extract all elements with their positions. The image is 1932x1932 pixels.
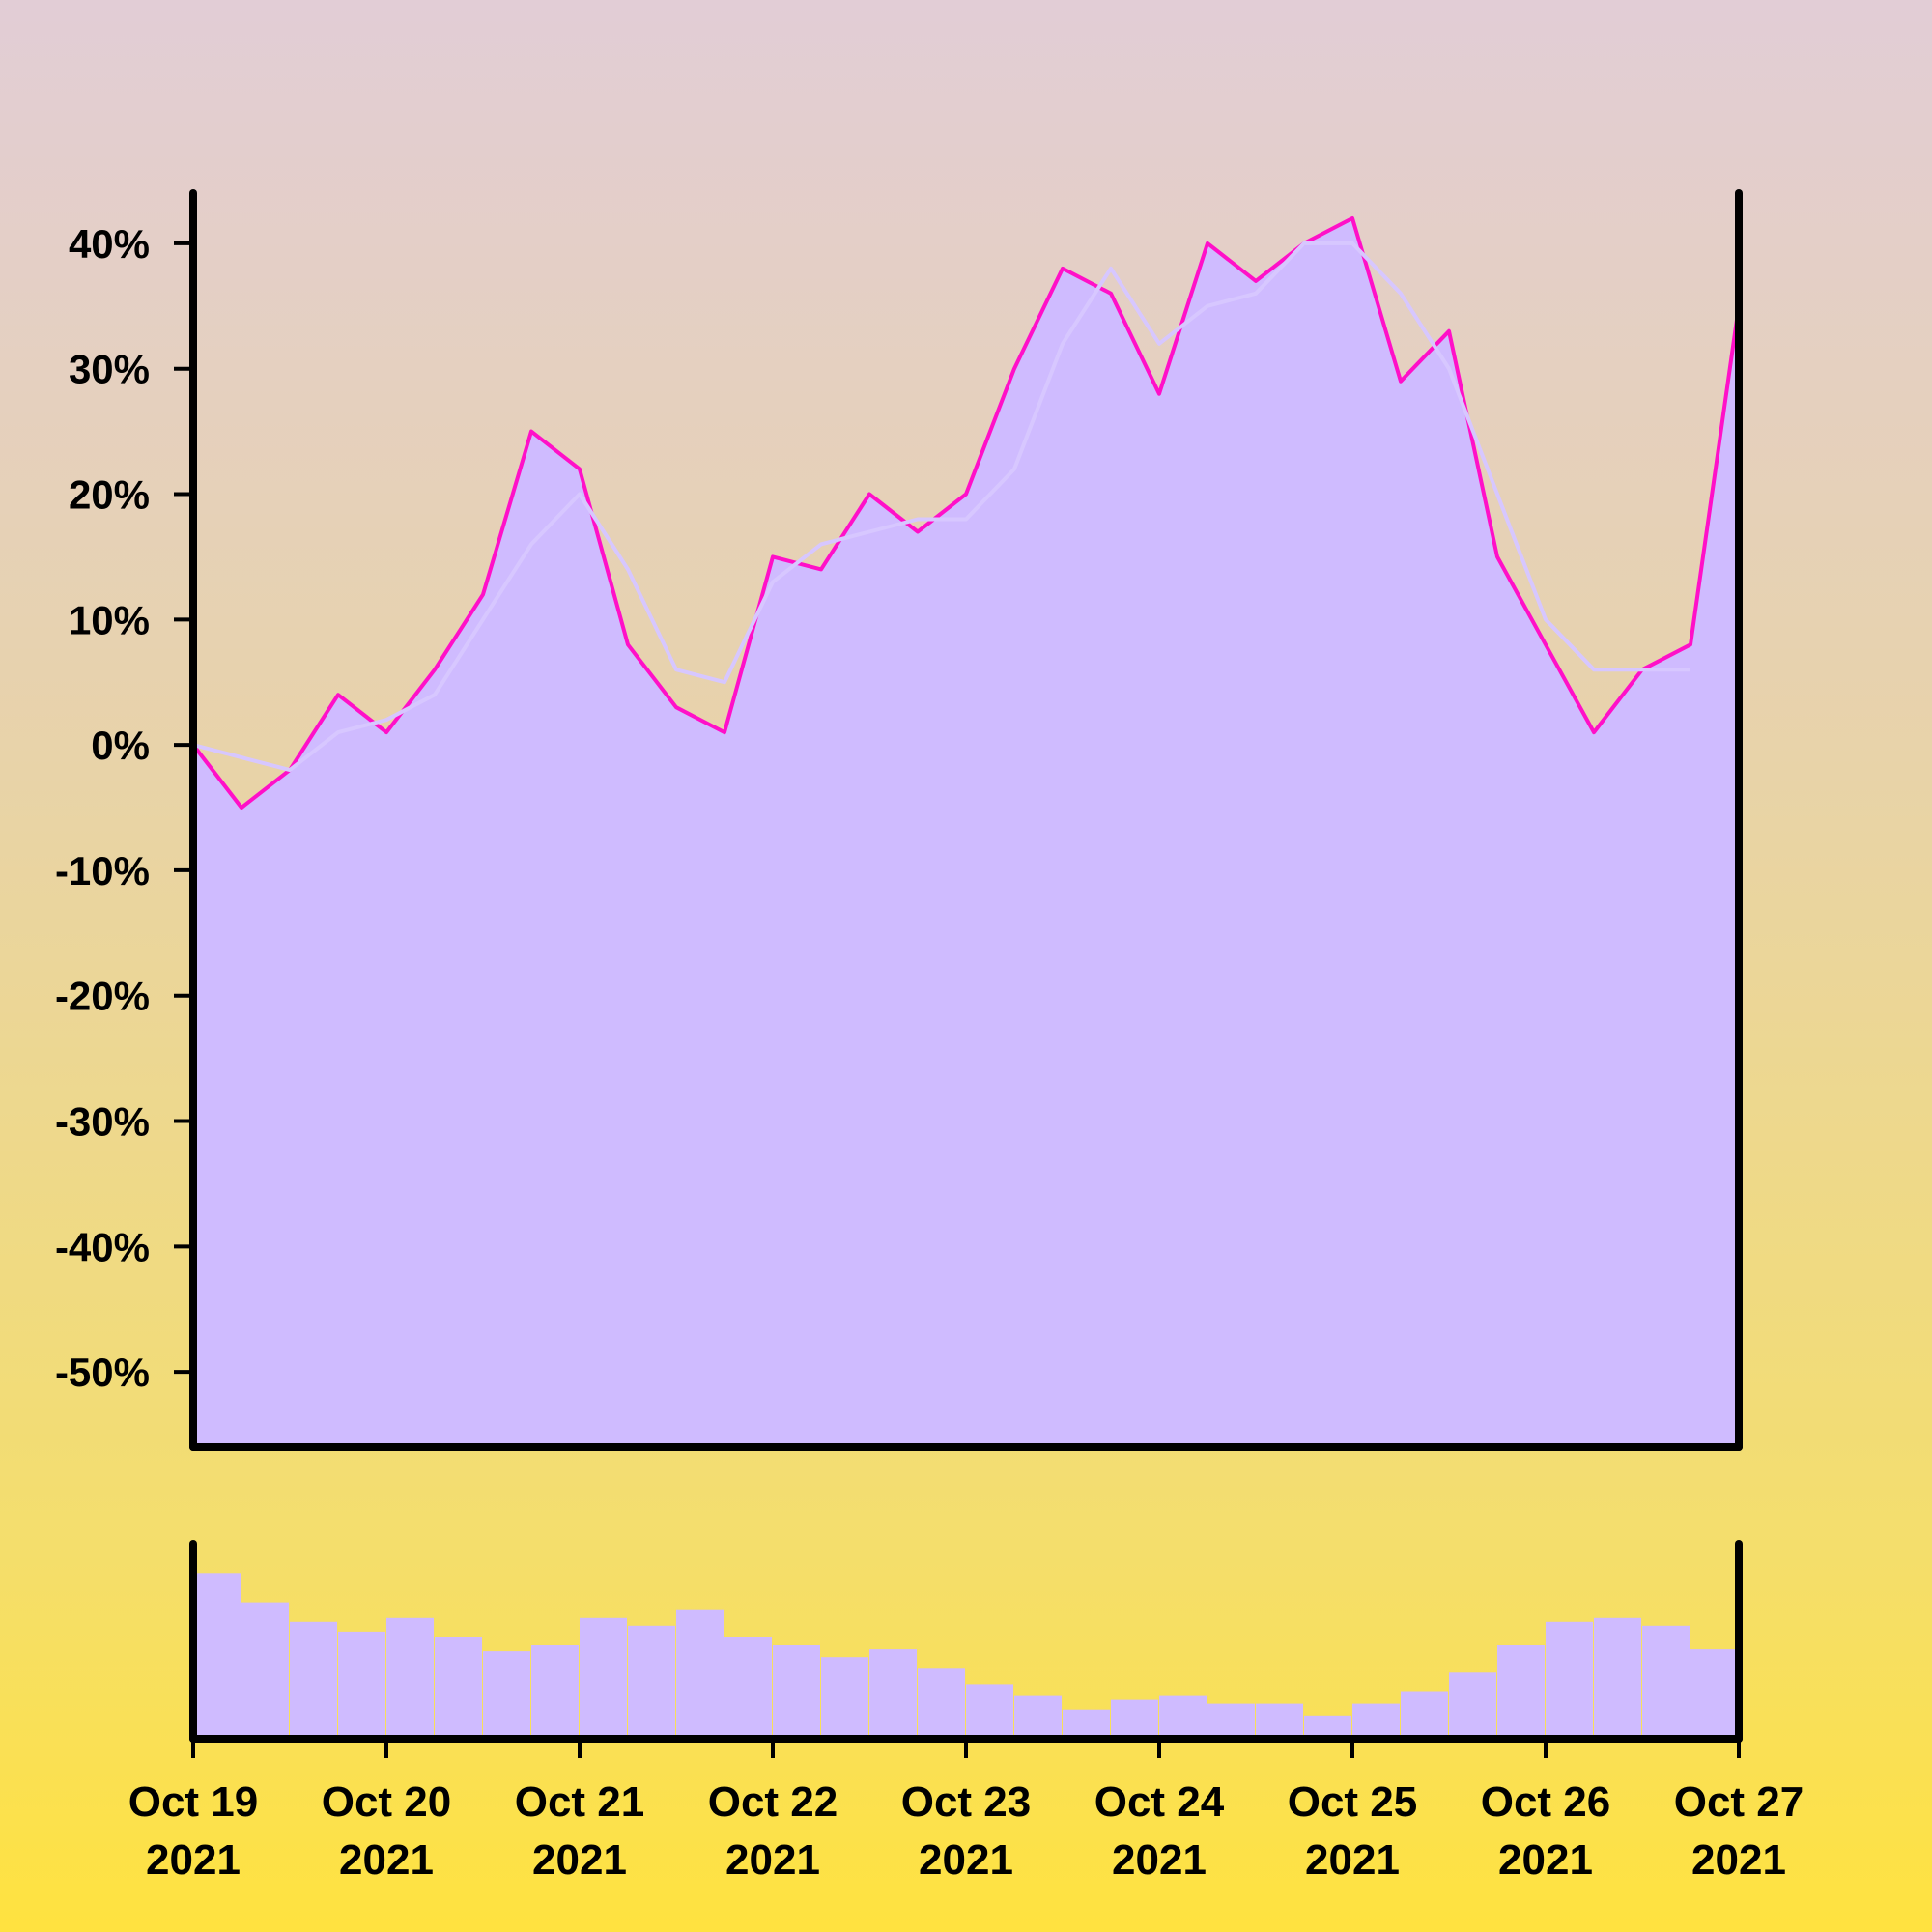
x-tick-year-label: 2021 (339, 1836, 434, 1884)
volume-bar (338, 1631, 385, 1739)
y-tick-label: 30% (69, 347, 150, 392)
price-area (193, 218, 1739, 1447)
volume-bar (1449, 1672, 1496, 1739)
volume-bar (676, 1609, 724, 1739)
y-tick-label: -50% (55, 1350, 150, 1395)
y-tick-label: -20% (55, 974, 150, 1019)
volume-bar (1304, 1715, 1351, 1739)
volume-bar (1352, 1703, 1400, 1739)
volume-bar (1401, 1691, 1448, 1739)
volume-bar (773, 1645, 820, 1739)
volume-bar (966, 1684, 1013, 1739)
x-tick-label: Oct 26 (1481, 1778, 1611, 1826)
x-tick-label: Oct 23 (901, 1778, 1032, 1826)
x-tick-label: Oct 25 (1288, 1778, 1418, 1826)
x-tick-year-label: 2021 (1305, 1836, 1400, 1884)
x-tick-year-label: 2021 (532, 1836, 627, 1884)
volume-bar (1256, 1703, 1303, 1739)
volume-bar (1497, 1645, 1545, 1739)
price-line (191, 216, 1741, 810)
x-tick-year-label: 2021 (725, 1836, 820, 1884)
volume-bar (580, 1617, 627, 1739)
x-tick-year-label: 2021 (1498, 1836, 1593, 1884)
y-tick-label: 0% (91, 723, 150, 768)
volume-bar (290, 1621, 337, 1739)
y-tick-label: 10% (69, 597, 150, 642)
x-tick-label: Oct 22 (708, 1778, 838, 1826)
volume-bar (242, 1602, 289, 1739)
y-tick-label: 20% (69, 472, 150, 518)
x-tick-year-label: 2021 (146, 1836, 241, 1884)
volume-bar (386, 1617, 434, 1739)
x-tick-label: Oct 20 (322, 1778, 452, 1826)
volume-bar (1208, 1703, 1255, 1739)
y-tick-label: 40% (69, 221, 150, 267)
volume-bar (869, 1649, 917, 1739)
volume-bar (1063, 1709, 1110, 1739)
x-tick-label: Oct 27 (1674, 1778, 1804, 1826)
y-tick-label: -10% (55, 848, 150, 894)
volume-bar (724, 1637, 772, 1739)
y-tick-label: -30% (55, 1099, 150, 1145)
x-tick-year-label: 2021 (919, 1836, 1013, 1884)
volume-bar (918, 1668, 965, 1739)
volume-bar (483, 1651, 530, 1739)
volume-bar (435, 1637, 482, 1739)
y-tick-label: -40% (55, 1224, 150, 1269)
x-tick-label: Oct 19 (128, 1778, 259, 1826)
x-tick-label: Oct 24 (1094, 1778, 1225, 1826)
volume-bar (1690, 1649, 1738, 1739)
volume-bar (1159, 1695, 1207, 1739)
moving-average-line (192, 241, 1690, 773)
x-tick-year-label: 2021 (1112, 1836, 1207, 1884)
volume-bar (531, 1645, 579, 1739)
x-tick-year-label: 2021 (1691, 1836, 1786, 1884)
volume-bar (193, 1573, 241, 1739)
volume-bar (1642, 1625, 1690, 1739)
volume-bar (1014, 1695, 1062, 1739)
volume-bar (1594, 1617, 1641, 1739)
volume-bar (1111, 1699, 1158, 1739)
x-tick-label: Oct 21 (515, 1778, 645, 1826)
volume-bar (821, 1657, 868, 1739)
volume-bar (1546, 1621, 1593, 1739)
volume-bar (628, 1625, 675, 1739)
